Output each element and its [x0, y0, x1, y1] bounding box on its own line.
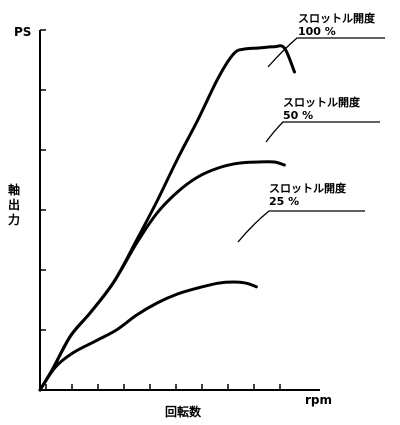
label-throttle-25-title: スロットル開度	[269, 181, 347, 195]
leader-line-throttle-100	[267, 37, 385, 68]
x-unit-label: rpm	[305, 393, 332, 407]
leader-line-throttle-25	[237, 210, 365, 243]
axis-ticks	[40, 29, 281, 390]
leader-line-throttle-50	[265, 121, 380, 143]
y-unit-label: PS	[14, 25, 31, 39]
axes	[39, 30, 320, 391]
label-throttle-100-title: スロットル開度	[298, 11, 376, 25]
curve-throttle-50	[38, 160, 286, 392]
x-axis-title: 回転数	[165, 404, 202, 419]
curve-throttle-25	[38, 280, 258, 392]
label-throttle-50-percent: 50 %	[283, 109, 313, 122]
label-throttle-50-title: スロットル開度	[283, 95, 361, 109]
label-throttle-25-percent: 25 %	[269, 195, 299, 208]
curves	[38, 44, 296, 392]
y-axis-title: 軸出力	[8, 182, 20, 227]
label-throttle-100-percent: 100 %	[298, 25, 336, 38]
curve-throttle-100	[38, 44, 296, 392]
